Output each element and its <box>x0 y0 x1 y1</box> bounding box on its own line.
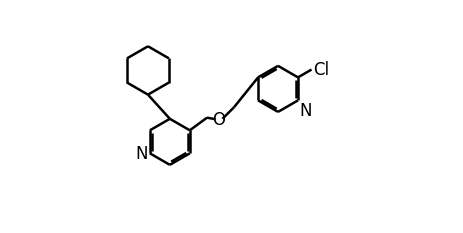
Text: O: O <box>212 111 225 129</box>
Text: N: N <box>299 102 312 120</box>
Text: N: N <box>135 145 147 163</box>
Text: Cl: Cl <box>312 61 328 79</box>
